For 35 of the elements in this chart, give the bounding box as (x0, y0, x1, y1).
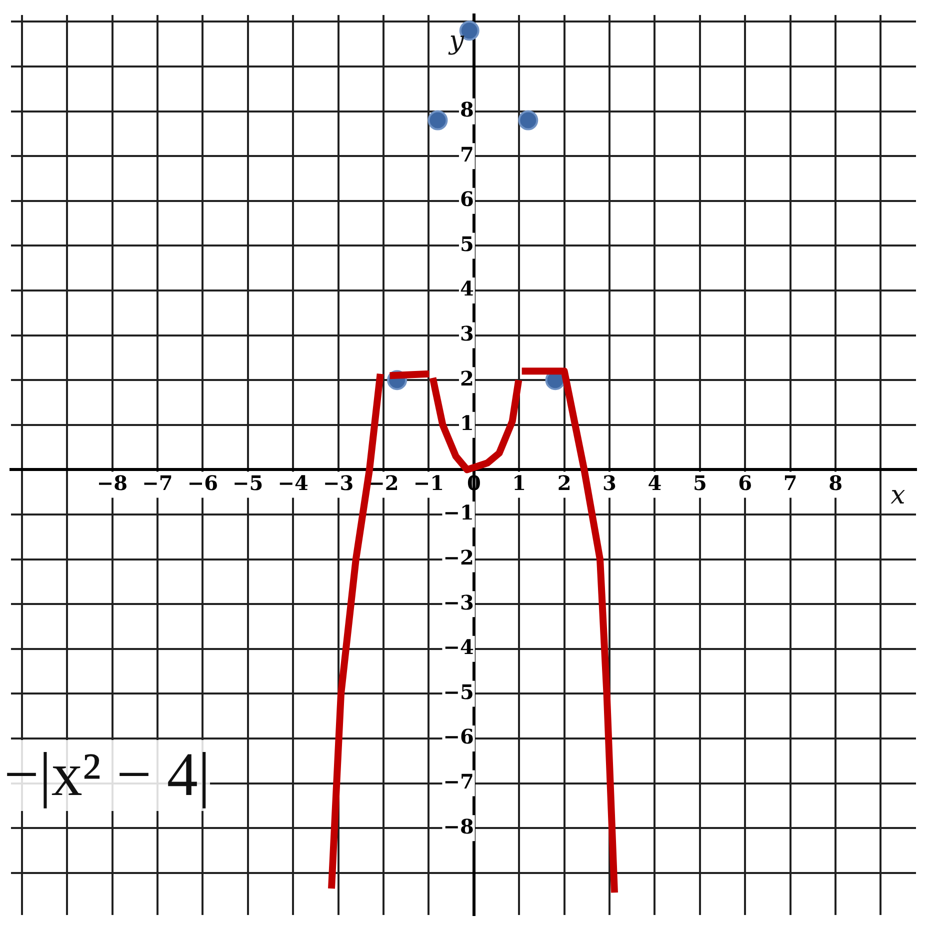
x-tick-label: −1 (413, 470, 444, 495)
x-tick-label: 8 (828, 470, 842, 495)
y-tick-label: 8 (460, 98, 474, 122)
x-tick-label: −8 (96, 470, 128, 495)
y-tick-label: −4 (443, 635, 474, 660)
x-tick-label: −6 (187, 470, 218, 495)
x-tick-label: 3 (602, 470, 616, 495)
y-tick-label: 5 (460, 232, 474, 256)
y-tick-label: −7 (443, 769, 474, 794)
y-tick-label: 2 (460, 366, 474, 390)
x-tick-label: 2 (557, 470, 572, 495)
y-tick-label: −5 (443, 680, 474, 704)
annotation: −|x² − 4| (4, 740, 210, 811)
y-axis-title: y (448, 26, 464, 56)
y-tick-label: 6 (460, 187, 474, 212)
y-tick-label: −2 (443, 546, 474, 570)
y-tick-label: 1 (460, 411, 474, 436)
x-tick-label: −5 (232, 470, 264, 495)
x-tick-label: 5 (692, 470, 707, 495)
y-tick-label: 3 (460, 322, 474, 346)
x-tick-label: 7 (783, 470, 798, 495)
x-tick-label: 6 (738, 470, 752, 495)
x-axis-title: x (890, 480, 906, 510)
y-tick-label: −6 (443, 724, 474, 749)
x-tick-label: −4 (278, 470, 308, 495)
y-tick-label: −1 (443, 500, 474, 525)
x-tick-label: 1 (512, 470, 526, 495)
y-tick-label: −8 (443, 814, 474, 838)
y-tick-label: 4 (460, 276, 474, 301)
y-tick-label: 7 (460, 142, 474, 166)
x-tick-label: −2 (368, 470, 399, 495)
x-tick-label: −7 (142, 470, 173, 495)
x-tick-label: −3 (322, 470, 354, 495)
x-tick-label: 4 (648, 470, 662, 495)
y-tick-label: −3 (443, 590, 474, 614)
